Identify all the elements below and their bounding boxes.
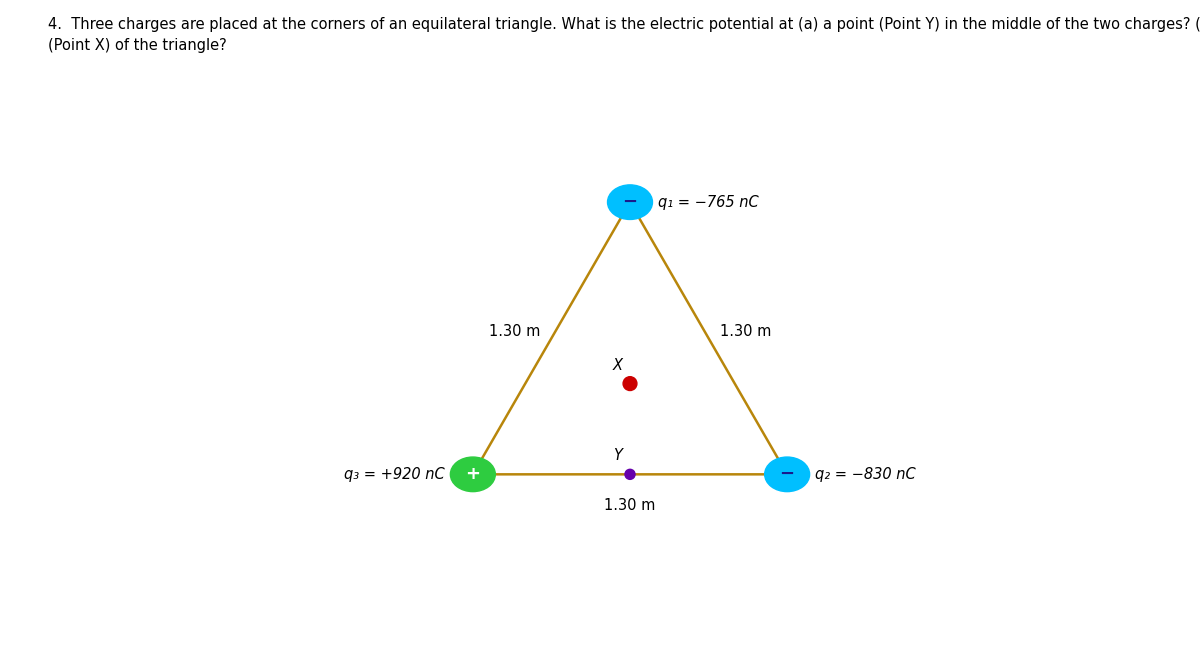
Circle shape xyxy=(623,377,637,391)
Text: X: X xyxy=(612,357,622,373)
Text: q₂ = −830 nC: q₂ = −830 nC xyxy=(816,467,916,482)
Text: (Point X) of the triangle?: (Point X) of the triangle? xyxy=(48,38,227,54)
Text: Y: Y xyxy=(613,448,622,463)
Text: 4.  Three charges are placed at the corners of an equilateral triangle. What is : 4. Three charges are placed at the corne… xyxy=(48,17,1200,32)
Text: +: + xyxy=(466,465,480,483)
Ellipse shape xyxy=(450,457,496,492)
Text: q₃ = +920 nC: q₃ = +920 nC xyxy=(344,467,444,482)
Text: q₁ = −765 nC: q₁ = −765 nC xyxy=(659,195,760,210)
Text: −: − xyxy=(780,465,794,483)
Text: 1.30 m: 1.30 m xyxy=(605,498,655,513)
Circle shape xyxy=(625,469,635,479)
Text: 1.30 m: 1.30 m xyxy=(490,324,540,339)
Ellipse shape xyxy=(607,185,653,219)
Ellipse shape xyxy=(764,457,810,492)
Text: −: − xyxy=(623,193,637,211)
Text: 1.30 m: 1.30 m xyxy=(720,324,770,339)
